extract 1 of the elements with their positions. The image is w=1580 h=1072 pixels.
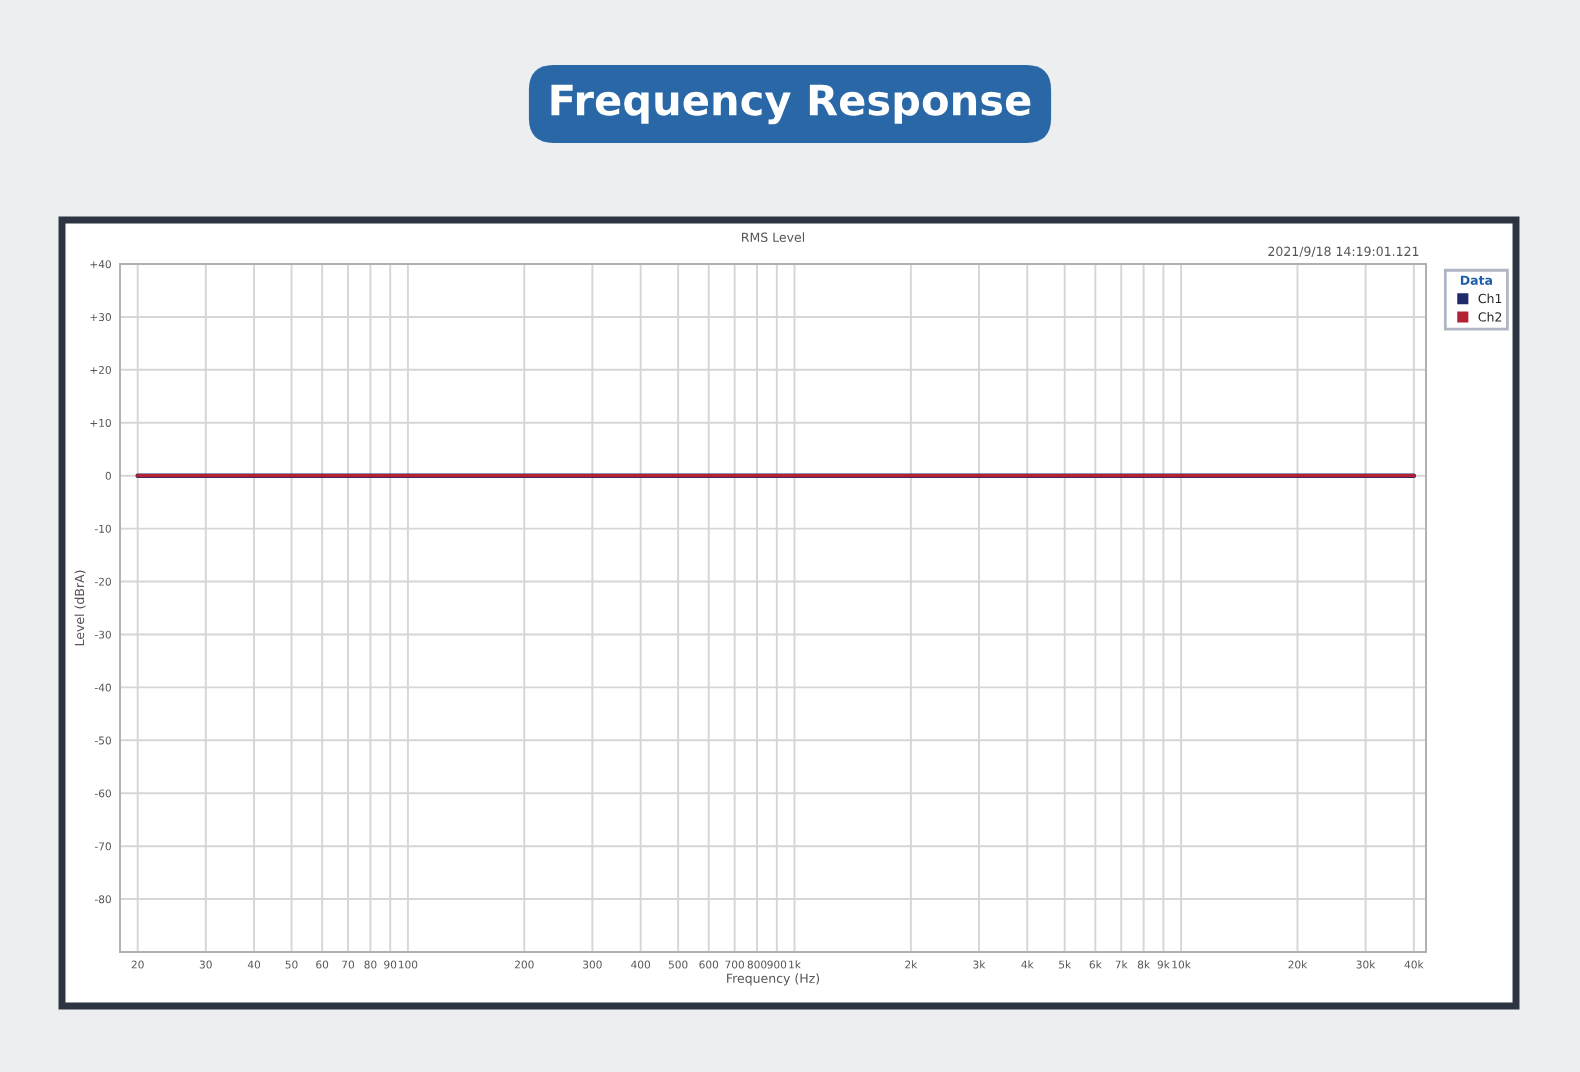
chart-title: Frequency Response <box>551 84 1031 125</box>
